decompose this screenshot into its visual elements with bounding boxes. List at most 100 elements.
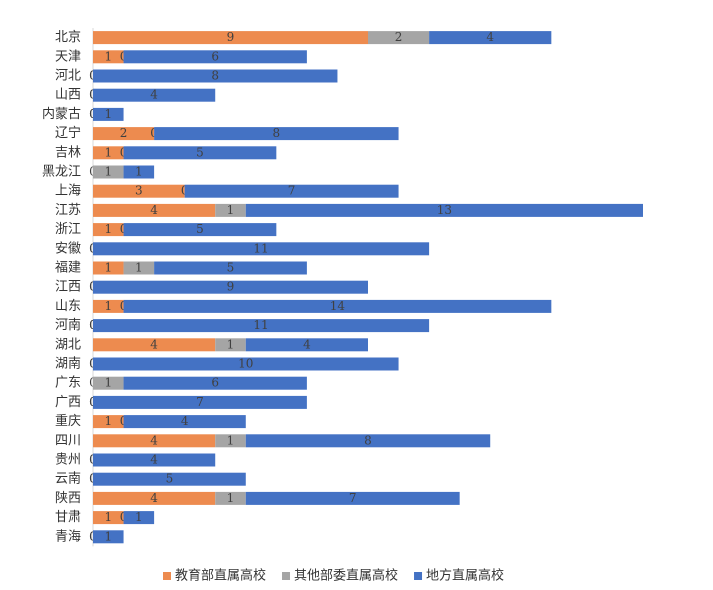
bar-segment	[93, 223, 124, 237]
category-label: 内蒙古	[42, 106, 81, 122]
category-label: 四川	[55, 433, 81, 448]
value-label: 1	[227, 491, 235, 505]
bar-segment	[245, 491, 460, 505]
value-label: 5	[196, 222, 204, 236]
value-label: 3	[135, 184, 143, 198]
bar-segment	[93, 357, 399, 371]
category-label: 福建	[55, 261, 81, 276]
bar-segment	[93, 31, 368, 45]
value-label: 1	[104, 529, 112, 543]
bar-segment	[123, 146, 277, 160]
value-label: 1	[135, 261, 143, 275]
value-label: 1	[104, 510, 112, 524]
bar-segment	[93, 415, 124, 429]
category-label: 湖北	[55, 337, 81, 352]
value-label: 5	[166, 472, 174, 486]
value-label: 1	[104, 299, 112, 313]
category-label: 山西	[55, 88, 81, 103]
value-label: 4	[303, 337, 311, 351]
value-label: 2	[395, 30, 403, 44]
value-label: 1	[104, 376, 112, 390]
value-label: 9	[227, 30, 235, 44]
bar-segment	[154, 261, 307, 275]
category-label: 浙江	[55, 222, 81, 237]
category-label: 北京	[55, 30, 81, 45]
bar-segment	[93, 107, 124, 121]
category-label: 贵州	[55, 453, 81, 468]
bar-segment	[93, 299, 124, 313]
bar-segment	[429, 31, 552, 45]
value-label: 1	[104, 49, 112, 63]
value-label: 9	[227, 280, 235, 294]
value-label: 5	[196, 145, 204, 159]
legend-swatch	[163, 572, 171, 580]
legend-label: 地方直属高校	[426, 568, 504, 584]
bar-segment	[93, 146, 124, 160]
value-label: 8	[273, 126, 281, 140]
bar-segment	[368, 31, 430, 45]
value-label: 4	[150, 433, 158, 447]
bar-segment	[215, 338, 246, 352]
value-label: 1	[104, 107, 112, 121]
category-label: 陕西	[55, 491, 81, 506]
value-label: 4	[150, 491, 158, 505]
legend-swatch	[414, 572, 423, 580]
value-label: 6	[211, 49, 219, 63]
bar-segment	[245, 434, 491, 448]
bar-segment	[93, 434, 216, 448]
bar-segment	[93, 319, 430, 333]
bar-segment	[123, 415, 246, 429]
bar-segment	[93, 88, 216, 102]
bar-segment	[93, 395, 307, 409]
category-label: 河南	[55, 317, 81, 333]
value-label: 4	[181, 414, 189, 428]
bar-segment	[93, 203, 216, 217]
value-label: 1	[104, 414, 112, 428]
bar-segment	[245, 338, 368, 352]
value-label: 1	[135, 510, 143, 524]
category-label: 重庆	[55, 413, 81, 429]
category-label: 云南	[55, 471, 81, 487]
bar-segment	[93, 530, 124, 544]
value-label: 4	[150, 203, 158, 217]
category-label: 湖南	[55, 356, 81, 372]
value-label: 13	[437, 203, 452, 217]
category-label: 黑龙江	[42, 165, 81, 180]
category-label: 天津	[55, 49, 81, 64]
bar-segment	[215, 203, 246, 217]
value-label: 2	[120, 126, 128, 140]
value-label: 11	[253, 318, 268, 332]
value-label: 4	[150, 88, 158, 102]
value-label: 11	[253, 241, 268, 255]
bar-segment	[215, 491, 246, 505]
bar-segment	[184, 184, 399, 198]
value-label: 7	[288, 184, 296, 198]
bar-segment	[93, 184, 185, 198]
bar-segment	[215, 434, 246, 448]
category-label: 甘肃	[55, 510, 81, 525]
value-label: 1	[104, 222, 112, 236]
bar-segment	[93, 127, 155, 141]
value-label: 1	[104, 261, 112, 275]
category-label: 江西	[55, 280, 81, 295]
bar-segment	[93, 280, 368, 294]
legend-label: 教育部直属高校	[175, 568, 266, 584]
bar-segment	[123, 376, 307, 390]
category-label: 安徽	[55, 241, 81, 256]
value-label: 5	[227, 261, 235, 275]
category-label: 吉林	[55, 145, 81, 160]
value-label: 7	[349, 491, 357, 505]
category-label: 江苏	[55, 202, 81, 218]
category-label: 广西	[55, 395, 81, 410]
bar-segment	[93, 491, 216, 505]
value-label: 4	[150, 337, 158, 351]
value-label: 1	[135, 165, 143, 179]
legend-label: 其他部委直属高校	[294, 568, 398, 584]
legend-swatch	[282, 572, 291, 580]
bar-segment	[93, 376, 124, 390]
value-label: 6	[211, 376, 219, 390]
bar-segment	[123, 261, 155, 275]
bar-segment	[93, 453, 216, 467]
bar-segment	[93, 261, 124, 275]
